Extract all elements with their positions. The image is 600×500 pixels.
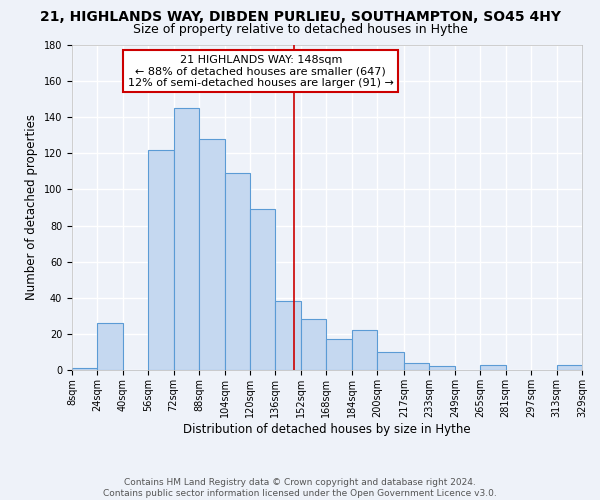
Bar [199, 139, 224, 370]
Bar [173, 108, 199, 370]
Bar [557, 364, 582, 370]
Bar [301, 320, 326, 370]
Y-axis label: Number of detached properties: Number of detached properties [25, 114, 38, 300]
Bar [326, 340, 352, 370]
Bar [250, 210, 275, 370]
Bar [404, 363, 430, 370]
X-axis label: Distribution of detached houses by size in Hythe: Distribution of detached houses by size … [183, 422, 471, 436]
Bar [430, 366, 455, 370]
Bar [148, 150, 173, 370]
Bar [481, 364, 506, 370]
Bar [377, 352, 404, 370]
Text: 21, HIGHLANDS WAY, DIBDEN PURLIEU, SOUTHAMPTON, SO45 4HY: 21, HIGHLANDS WAY, DIBDEN PURLIEU, SOUTH… [40, 10, 560, 24]
Text: Size of property relative to detached houses in Hythe: Size of property relative to detached ho… [133, 22, 467, 36]
Bar [275, 302, 301, 370]
Text: Contains HM Land Registry data © Crown copyright and database right 2024.
Contai: Contains HM Land Registry data © Crown c… [103, 478, 497, 498]
Text: 21 HIGHLANDS WAY: 148sqm
← 88% of detached houses are smaller (647)
12% of semi-: 21 HIGHLANDS WAY: 148sqm ← 88% of detach… [128, 54, 394, 88]
Bar [97, 323, 123, 370]
Bar [224, 173, 250, 370]
Bar [72, 368, 97, 370]
Bar [352, 330, 377, 370]
